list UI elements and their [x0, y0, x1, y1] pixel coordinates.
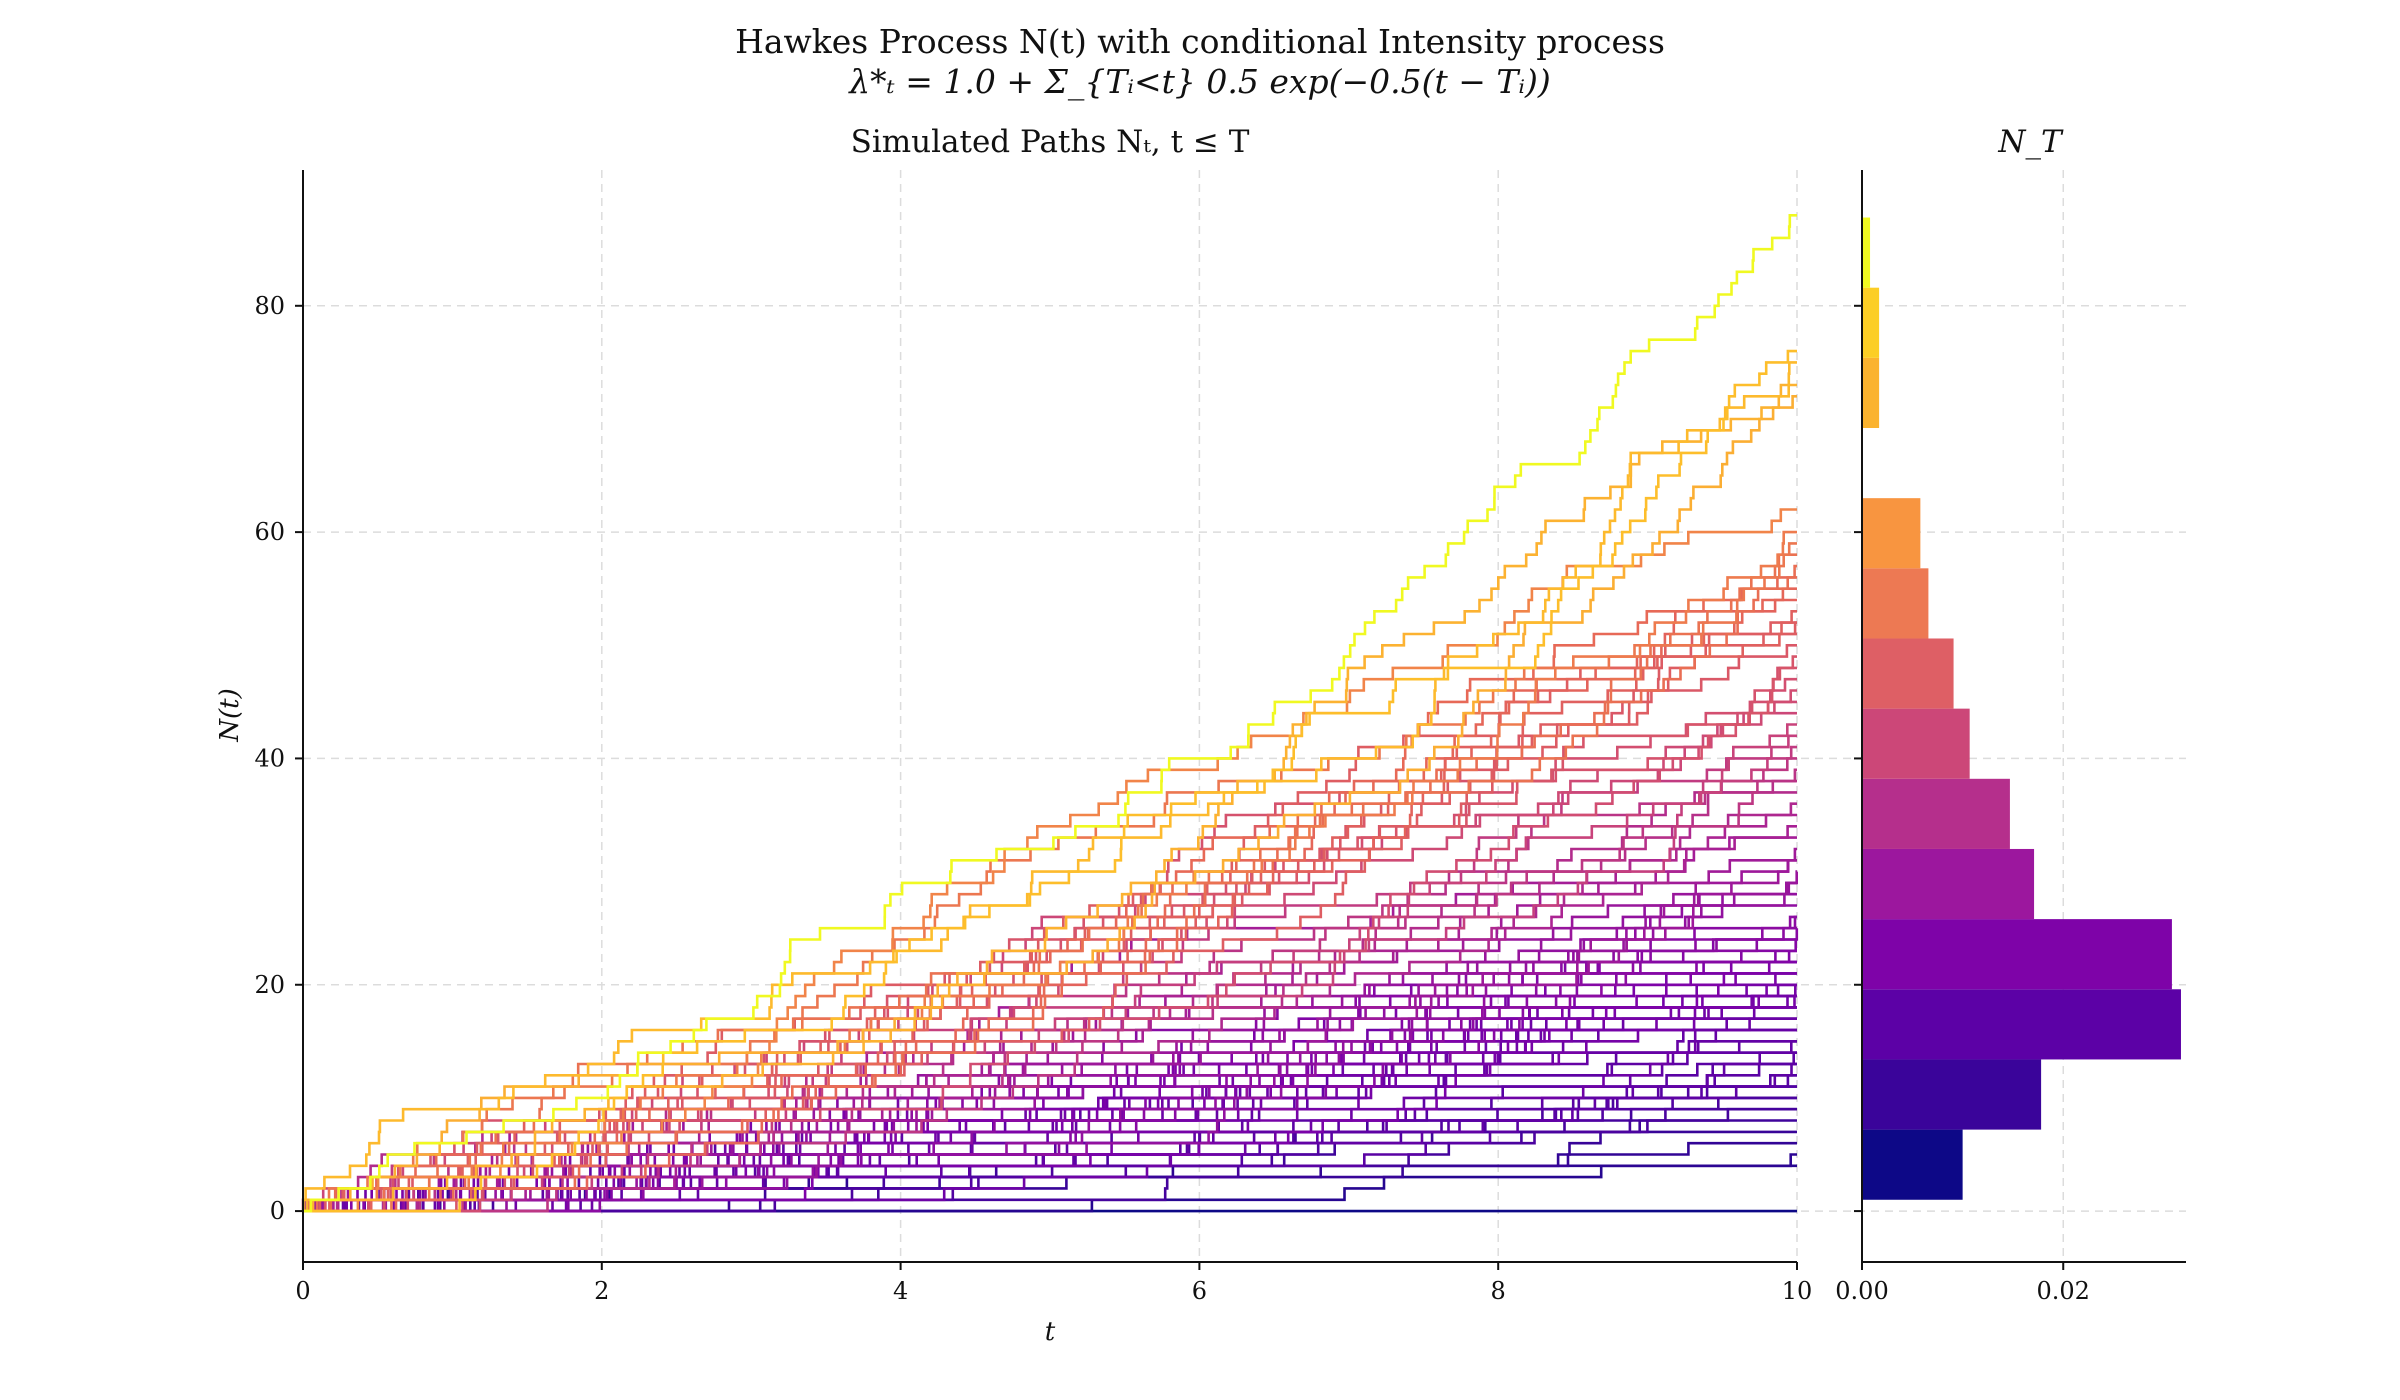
path-line [303, 1040, 1797, 1213]
hist-x-tick-label: 0.00 [1835, 1277, 1888, 1305]
y-tick-label: 40 [254, 744, 285, 772]
figure-subtitle: λ*ₜ = 1.0 + Σ_{Tᵢ<t} 0.5 exp(−0.5(t − Tᵢ… [849, 62, 1551, 101]
x-tick-label: 4 [893, 1277, 908, 1305]
path-line [303, 349, 1797, 1213]
path-line [303, 564, 1797, 1213]
path-line [303, 892, 1797, 1213]
y-tick-label: 20 [254, 971, 285, 999]
path-line [303, 383, 1797, 1213]
path-line [303, 632, 1797, 1213]
histogram-bar [1862, 848, 2035, 920]
path-line [303, 745, 1797, 1213]
path-line [303, 700, 1797, 1213]
histogram-bar [1862, 1059, 2042, 1130]
path-line [303, 972, 1797, 1213]
path-line [303, 723, 1797, 1213]
path-line [303, 904, 1797, 1213]
path-line [303, 836, 1797, 1213]
path-line [303, 395, 1797, 1213]
x-tick-label: 2 [594, 1277, 609, 1305]
x-tick-label: 6 [1192, 1277, 1207, 1305]
path-line [303, 677, 1797, 1213]
x-tick-label: 0 [295, 1277, 310, 1305]
path-line [302, 361, 1797, 1213]
path-line [303, 949, 1797, 1213]
y-tick-label: 60 [254, 518, 285, 546]
histogram-bar [1862, 1129, 1963, 1200]
path-line [303, 881, 1797, 1213]
y-tick-label: 0 [270, 1197, 285, 1225]
y-axis-label: N(t) [215, 688, 245, 743]
path-line [303, 1107, 1797, 1213]
path-line [303, 1040, 1797, 1213]
path-line [303, 621, 1797, 1213]
path-line [303, 1164, 1797, 1213]
path-line [303, 870, 1798, 1213]
path-line [303, 214, 1797, 1213]
y-tick-label: 80 [254, 292, 285, 320]
histogram-bar [1862, 778, 2010, 849]
path-line [303, 553, 1797, 1213]
figure-title: Hawkes Process N(t) with conditional Int… [735, 22, 1665, 61]
main-axes: 0 2 4 6 8 10 0 20 40 60 80 [254, 170, 1812, 1305]
x-axis-label: t [1045, 1317, 1056, 1347]
path-line [303, 1153, 1797, 1213]
path-line [303, 881, 1797, 1213]
path-line [303, 1040, 1797, 1213]
histogram-bar [1862, 638, 1954, 709]
histogram-bar [1862, 708, 1970, 779]
path-line [303, 1017, 1797, 1213]
histogram-bars [1862, 217, 2181, 1200]
histogram-bar [1862, 568, 1929, 639]
path-line [303, 508, 1797, 1213]
x-tick-label: 10 [1782, 1277, 1813, 1305]
path-line [303, 926, 1797, 1213]
path-line [303, 768, 1797, 1213]
path-line [303, 926, 1799, 1213]
x-tick-label: 8 [1491, 1277, 1506, 1305]
histogram-bar [1862, 498, 1921, 569]
path-line [303, 689, 1797, 1213]
histogram-axes: 0.00 0.02 [1835, 170, 2186, 1305]
hist-x-tick-label: 0.02 [2037, 1277, 2090, 1305]
path-line [303, 587, 1797, 1213]
histogram-title: N_T [1997, 124, 2064, 160]
path-line [303, 892, 1797, 1213]
path-line [303, 972, 1797, 1213]
path-line [303, 1085, 1797, 1213]
path-line [303, 530, 1797, 1213]
path-line [303, 949, 1797, 1213]
histogram-bar [1862, 217, 1871, 288]
path-line [303, 542, 1797, 1213]
path-line [303, 1107, 1797, 1213]
path-line [303, 972, 1797, 1213]
simulated-paths [301, 214, 1799, 1213]
histogram-bar [1862, 989, 2181, 1060]
main-panel-title: Simulated Paths Nₜ, t ≤ T [851, 124, 1250, 160]
path-line [301, 610, 1797, 1213]
histogram-bar [1862, 919, 2172, 990]
histogram-bar [1862, 357, 1880, 429]
histogram-bar [1862, 287, 1880, 358]
